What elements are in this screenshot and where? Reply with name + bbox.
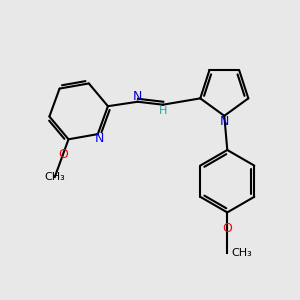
Text: O: O	[222, 222, 232, 235]
Text: CH₃: CH₃	[44, 172, 65, 182]
Text: H: H	[159, 106, 168, 116]
Text: N: N	[133, 90, 142, 103]
Text: O: O	[58, 148, 68, 161]
Text: N: N	[94, 132, 104, 145]
Text: N: N	[220, 115, 229, 128]
Text: CH₃: CH₃	[232, 248, 253, 257]
